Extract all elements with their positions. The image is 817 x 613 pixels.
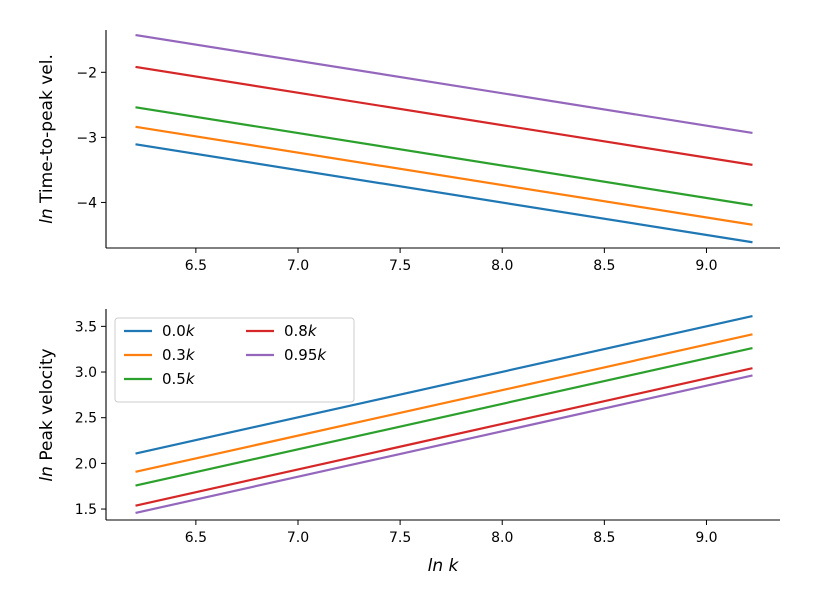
legend-entry-label: 0.95k — [284, 346, 327, 364]
bottom-x-tick-label: 7.5 — [389, 530, 411, 546]
top-x-tick-label: 7.0 — [287, 258, 309, 274]
bottom-y-axis-label: ln Peak velocity — [37, 348, 57, 481]
top-x-tick-label: 9.0 — [695, 258, 717, 274]
bottom-x-tick-label: 7.0 — [287, 530, 309, 546]
bottom-x-tick-label: 8.0 — [491, 530, 513, 546]
legend-entry-label: 0.8k — [284, 322, 318, 340]
bottom-series-line-0_3k — [135, 333, 753, 473]
legend: 0.0k 0.3k 0.5k 0.8k 0.95k — [114, 317, 355, 403]
bottom-x-tick-label: 8.5 — [593, 530, 615, 546]
top-y-axis-label: ln Time-to-peak vel. — [37, 54, 57, 224]
bottom-series-line-0_8k — [135, 367, 753, 507]
top-series-line-0_0k — [135, 143, 753, 244]
legend-entry-label: 0.3k — [162, 346, 196, 364]
bottom-y-ticks: 1.5 2.0 2.5 3.0 3.5 — [75, 319, 106, 518]
top-series-line-0_5k — [135, 106, 753, 207]
top-y-ticks: −2 −3 −4 — [76, 65, 106, 211]
bottom-y-tick-label: 2.0 — [75, 456, 97, 472]
top-series-line-0_8k — [135, 65, 753, 166]
bottom-y-tick-label: 1.5 — [75, 502, 97, 518]
top-series-layer — [135, 33, 753, 244]
bottom-x-tick-label: 6.5 — [185, 530, 207, 546]
top-y-tick-label: −3 — [76, 130, 97, 146]
bottom-x-axis-label: ln k — [428, 556, 460, 576]
bottom-series-line-0_0k — [135, 314, 753, 455]
top-x-ticks: 6.5 7.0 7.5 8.0 8.5 9.0 — [185, 248, 718, 274]
bottom-series-line-0_95k — [135, 374, 753, 515]
legend-frame — [114, 317, 355, 403]
top-y-tick-label: −4 — [76, 195, 97, 211]
top-x-tick-label: 8.5 — [593, 258, 615, 274]
bottom-x-tick-label: 9.0 — [695, 530, 717, 546]
top-x-tick-label: 8.0 — [491, 258, 513, 274]
bottom-series-layer — [135, 314, 753, 515]
bottom-chart-panel: 6.5 7.0 7.5 8.0 8.5 9.0 1.5 2.0 2.5 3.0 3.5 ln Pe… — [37, 309, 780, 576]
top-x-tick-label: 7.5 — [389, 258, 411, 274]
top-series-line-0_3k — [135, 125, 753, 226]
top-series-line-0_95k — [135, 33, 753, 135]
legend-entries: 0.0k 0.3k 0.5k 0.8k 0.95k — [124, 322, 327, 388]
top-x-tick-label: 6.5 — [185, 258, 207, 274]
bottom-x-ticks: 6.5 7.0 7.5 8.0 8.5 9.0 — [185, 520, 718, 546]
bottom-y-tick-label: 3.0 — [75, 365, 97, 381]
top-chart-panel: 6.5 7.0 7.5 8.0 8.5 9.0 −2 −3 −4 ln Time-to-pea… — [37, 30, 780, 274]
legend-entry-label: 0.5k — [162, 370, 196, 388]
legend-entry-label: 0.0k — [162, 322, 196, 340]
bottom-y-tick-label: 3.5 — [75, 319, 97, 335]
bottom-series-line-0_5k — [135, 346, 753, 487]
top-y-tick-label: −2 — [76, 65, 97, 81]
bottom-y-tick-label: 2.5 — [75, 411, 97, 427]
